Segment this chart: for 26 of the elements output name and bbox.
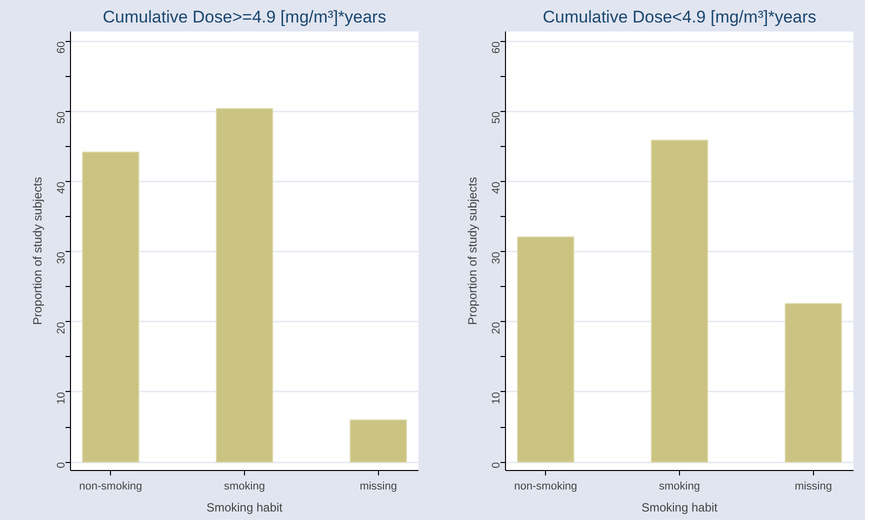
y-tick-label: 0 xyxy=(490,462,502,468)
y-tick-label: 50 xyxy=(490,111,502,124)
y-tick-label: 40 xyxy=(490,182,502,194)
y-tick-label: 10 xyxy=(490,392,502,404)
y-tick-label: 60 xyxy=(490,41,502,54)
y-tick-label: 10 xyxy=(56,392,68,404)
y-tick-label: 30 xyxy=(490,252,502,264)
x-tick-label: smoking xyxy=(224,480,265,492)
x-tick-label: smoking xyxy=(659,480,700,492)
x-tick-label: missing xyxy=(360,480,397,492)
y-tick-label: 20 xyxy=(490,322,502,334)
y-tick-label: 40 xyxy=(56,182,68,194)
x-tick-label: non-smoking xyxy=(79,480,142,492)
y-axis-title: Proportion of study subjects xyxy=(466,176,480,326)
x-axis-title: Smoking habit xyxy=(641,500,718,514)
x-axis-title: Smoking habit xyxy=(206,500,284,514)
y-tick-label: 20 xyxy=(56,322,68,334)
chart-title: Cumulative Dose<4.9 [mg/m³]*years xyxy=(542,8,816,26)
y-tick-label: 0 xyxy=(56,462,68,468)
y-tick-label: 30 xyxy=(56,252,68,264)
x-tick-label: non-smoking xyxy=(514,480,578,492)
chart-title: Cumulative Dose>=4.9 [mg/m³]*years xyxy=(102,8,386,26)
y-tick-label: 60 xyxy=(56,41,68,54)
y-axis-title: Proportion of study subjects xyxy=(30,176,44,326)
x-tick-label: missing xyxy=(794,480,832,492)
y-tick-label: 50 xyxy=(56,111,68,124)
